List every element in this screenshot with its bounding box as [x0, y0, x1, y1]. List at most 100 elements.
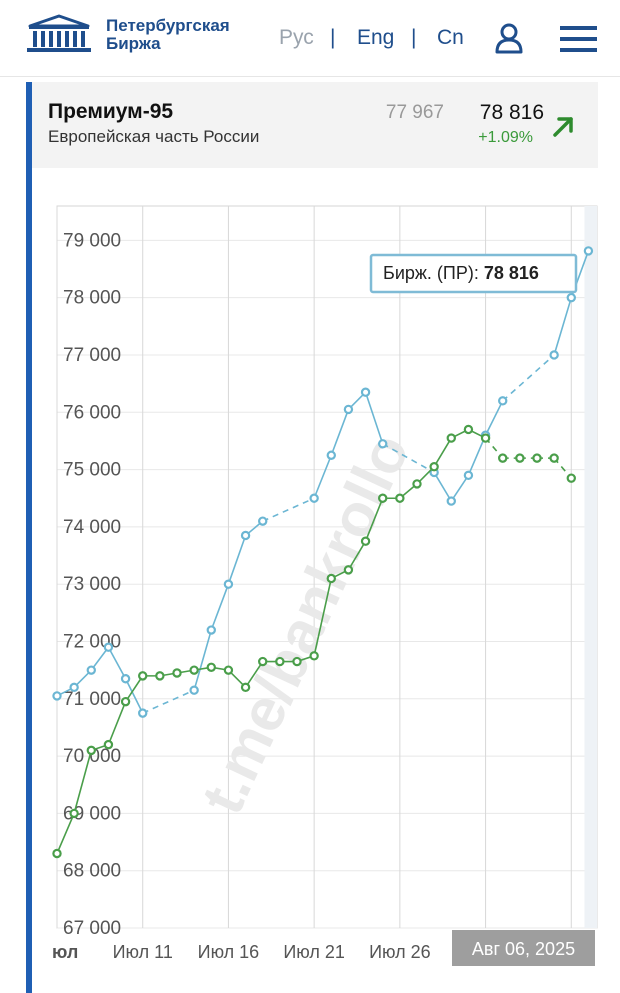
- logo-text[interactable]: Петербургская Биржа: [106, 17, 230, 53]
- series-green-point[interactable]: [138, 671, 148, 681]
- series-blue-segment: [382, 443, 435, 474]
- date-label-box: [452, 930, 595, 966]
- series-green-point[interactable]: [52, 848, 62, 859]
- lang-separator: |: [411, 26, 417, 49]
- series-blue-point[interactable]: [223, 579, 234, 589]
- user-icon[interactable]: [494, 22, 524, 54]
- series-green-segment: [433, 437, 452, 468]
- series-blue-segment: [142, 689, 195, 714]
- series-blue-segment: [90, 646, 110, 671]
- series-green-point[interactable]: [240, 682, 251, 693]
- series-blue-point[interactable]: [583, 246, 594, 256]
- series-green-point[interactable]: [498, 453, 508, 463]
- series-blue-point[interactable]: [258, 516, 268, 526]
- series-green-point[interactable]: [532, 453, 542, 463]
- y-tick-label: 67 000: [63, 918, 121, 939]
- series-green-segment: [73, 750, 93, 814]
- series-green-point[interactable]: [412, 479, 422, 489]
- series-green-point[interactable]: [446, 433, 456, 443]
- y-tick-label: 77 000: [63, 345, 121, 366]
- lang-en-link[interactable]: Eng: [357, 26, 395, 49]
- series-blue-segment: [330, 409, 350, 456]
- series-green-point[interactable]: [463, 424, 474, 435]
- x-tick-label: Июл 11: [113, 942, 173, 962]
- series-green-segment: [107, 701, 127, 745]
- logo-line-1: Петербургская: [106, 16, 230, 35]
- series-green-point[interactable]: [326, 573, 336, 584]
- series-blue-segment: [450, 474, 470, 502]
- series-green-point[interactable]: [378, 493, 388, 503]
- series-blue-point[interactable]: [378, 439, 388, 449]
- tooltip-box: [369, 253, 578, 294]
- series-green-point[interactable]: [189, 665, 199, 675]
- series-blue-point[interactable]: [360, 387, 371, 397]
- series-blue-point[interactable]: [498, 396, 508, 406]
- series-blue-point[interactable]: [206, 625, 216, 635]
- series-blue-point[interactable]: [240, 530, 251, 541]
- series-blue-point[interactable]: [52, 691, 62, 701]
- series-green-point[interactable]: [120, 696, 131, 707]
- logo-line-2: Биржа: [106, 34, 161, 53]
- series-blue-point[interactable]: [86, 665, 96, 675]
- series-green-point[interactable]: [549, 453, 559, 463]
- series-blue-segment: [502, 354, 555, 402]
- series-green-point[interactable]: [480, 433, 491, 443]
- series-blue-segment: [484, 400, 504, 436]
- accent-bar: [26, 82, 32, 993]
- series-blue-segment: [553, 297, 573, 356]
- y-tick-label: 75 000: [63, 460, 121, 481]
- arrow-up-right-icon: [553, 117, 573, 137]
- series-green-point[interactable]: [103, 739, 114, 750]
- series-green-point[interactable]: [429, 462, 439, 472]
- series-blue-point[interactable]: [326, 450, 336, 460]
- series-blue-point[interactable]: [138, 708, 148, 718]
- y-tick-label: 79 000: [63, 230, 121, 251]
- lang-cn-link[interactable]: Cn: [437, 26, 464, 49]
- series-green-point[interactable]: [395, 493, 405, 503]
- series-green-point[interactable]: [172, 668, 182, 678]
- last-price: 78 816: [479, 101, 544, 124]
- series-green-point[interactable]: [360, 536, 371, 546]
- series-green-point[interactable]: [275, 656, 285, 667]
- y-tick-label: 76 000: [63, 402, 121, 423]
- series-blue-point[interactable]: [343, 404, 354, 415]
- series-blue-point[interactable]: [120, 674, 131, 684]
- product-card: Премиум-95 Европейская часть России 77 9…: [32, 82, 598, 168]
- series-blue-point[interactable]: [463, 470, 474, 481]
- series-blue-point[interactable]: [566, 292, 576, 303]
- series-green-point[interactable]: [69, 808, 79, 819]
- product-region: Европейская часть России: [48, 127, 260, 146]
- x-tick-label: Июл 21: [283, 942, 345, 962]
- menu-icon[interactable]: [560, 26, 597, 52]
- series-blue-segment: [262, 497, 315, 522]
- series-green-point[interactable]: [292, 656, 302, 667]
- series-green-segment: [124, 675, 144, 703]
- series-blue-point[interactable]: [69, 682, 79, 693]
- series-green-point[interactable]: [206, 662, 216, 672]
- series-blue-point[interactable]: [309, 493, 319, 503]
- y-tick-label: 78 000: [63, 288, 121, 309]
- series-blue-point[interactable]: [446, 496, 456, 506]
- series-green-segment: [347, 540, 367, 571]
- series-blue-point[interactable]: [103, 642, 114, 652]
- series-green-point[interactable]: [515, 453, 525, 463]
- series-blue-segment: [364, 391, 384, 445]
- series-green-point[interactable]: [343, 565, 354, 575]
- series-blue-point[interactable]: [549, 350, 559, 360]
- series-blue-point[interactable]: [189, 685, 199, 695]
- y-tick-label: 71 000: [63, 689, 121, 710]
- series-green-point[interactable]: [223, 665, 234, 675]
- series-green-point[interactable]: [86, 745, 96, 756]
- series-green-point[interactable]: [566, 473, 576, 483]
- exchange-building-icon[interactable]: [26, 14, 92, 54]
- lang-ru-link[interactable]: Рус: [279, 26, 314, 49]
- series-green-point[interactable]: [258, 656, 268, 667]
- series-green-point[interactable]: [309, 651, 319, 661]
- tooltip-label: Бирж. (ПР):: [383, 263, 484, 283]
- x-tick-label: юл: [52, 942, 78, 962]
- series-blue-segment: [124, 678, 144, 714]
- y-tick-label: 68 000: [63, 861, 121, 882]
- series-green-point[interactable]: [155, 671, 165, 681]
- series-blue-segment: [313, 454, 333, 499]
